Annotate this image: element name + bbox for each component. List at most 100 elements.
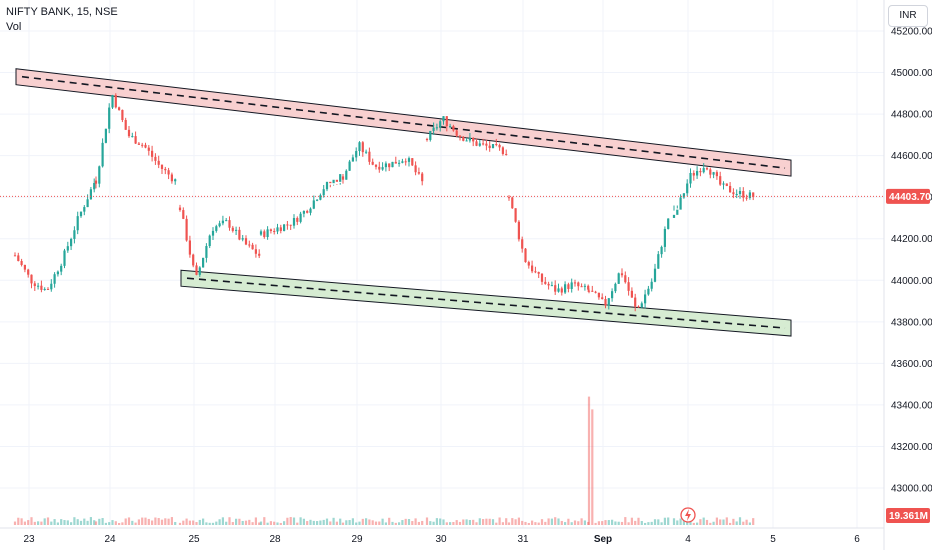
volume-bar [667, 517, 670, 525]
volume-bar [640, 521, 643, 525]
price-axis[interactable]: 45200.0045000.0044800.0044600.0044400.00… [891, 27, 932, 495]
volume-bar [79, 520, 83, 525]
volume-bar [583, 520, 586, 525]
candle-body [696, 171, 699, 176]
volume-bar [482, 519, 485, 525]
volume-bar [472, 519, 475, 525]
symbol-title[interactable]: NIFTY BANK, 15, NSE [6, 6, 118, 18]
volume-bar [465, 519, 468, 525]
candle-body [567, 284, 570, 289]
candle-body [17, 255, 20, 262]
volume-bar [121, 522, 124, 525]
volume-bar [650, 521, 653, 525]
candle-body [672, 214, 676, 218]
candle-body [46, 288, 50, 290]
candle-body [587, 285, 590, 290]
volume-bar [587, 396, 591, 525]
volume-bar [425, 517, 429, 525]
volume-bar [712, 521, 715, 525]
candle-body [667, 218, 670, 229]
candle-body [332, 179, 335, 184]
candle-body [752, 192, 755, 198]
candle-body [37, 285, 40, 287]
volume-bar [732, 518, 735, 525]
candle-body [114, 95, 117, 108]
candle-body [401, 161, 404, 163]
candle-body [417, 172, 420, 174]
volume-bar [475, 522, 478, 525]
support-channel[interactable] [180, 269, 792, 337]
volume-bar [729, 522, 732, 525]
candle-body [70, 238, 73, 247]
volume-bar [488, 518, 491, 525]
candle-body [657, 254, 660, 269]
candle-body [507, 197, 511, 199]
volume-bar [283, 521, 286, 525]
price-tick-label: 44200.00 [891, 234, 932, 245]
candle-body [663, 228, 666, 247]
candle-body [544, 281, 547, 284]
candle-body [86, 199, 89, 208]
candle-body [637, 306, 640, 308]
candle-body [725, 183, 728, 186]
candle-body [537, 272, 540, 274]
volume-bar [449, 522, 452, 525]
candle-body [745, 197, 748, 199]
candle-body [498, 144, 501, 148]
volume-legend[interactable]: Vol [6, 21, 22, 33]
volume-bar [407, 519, 411, 525]
volume-bar [547, 518, 550, 525]
candle-body [170, 174, 173, 182]
candle-body [534, 271, 537, 273]
volume-bar [495, 522, 498, 525]
candle-body [527, 262, 530, 266]
volume-bar [108, 522, 111, 525]
candle-body [607, 298, 610, 306]
candle-body [644, 294, 647, 304]
volume-bar [534, 522, 537, 525]
volume-bar [663, 517, 666, 525]
volume-bar [381, 518, 384, 525]
volume-bar [251, 522, 254, 525]
volume-bar [365, 518, 368, 525]
candle-body [482, 143, 485, 145]
candle-body [127, 129, 131, 137]
volume-bar [111, 520, 114, 525]
candle-body [279, 227, 282, 231]
candle-body [174, 179, 177, 182]
candle-body [93, 183, 96, 190]
trend-channels[interactable] [15, 68, 792, 337]
volume-bar [235, 518, 238, 525]
currency-selector[interactable]: INR [888, 5, 928, 27]
volume-bar [345, 520, 348, 525]
resistance-channel[interactable] [15, 68, 792, 177]
volume-bar [738, 517, 742, 525]
candle-body [276, 227, 279, 232]
volume-bar [89, 517, 92, 525]
last-price-badge: 44403.70 [886, 188, 931, 204]
candle-body [686, 183, 689, 194]
candle-body [50, 283, 53, 290]
candle-body [729, 185, 732, 193]
candle-body [167, 170, 170, 175]
volume-bar [312, 520, 315, 525]
volume-bar [550, 518, 553, 525]
candle-body [715, 172, 718, 177]
volume-bar [627, 522, 630, 525]
time-axis[interactable]: 23 24 25 28 29 30 31 Sep 4 5 6 [23, 534, 860, 545]
candlesticks [13, 93, 755, 312]
candle-body [478, 143, 481, 146]
candle-body [104, 128, 107, 143]
candle-body [501, 147, 504, 154]
volume-bar [540, 519, 544, 525]
volume-bar [30, 517, 33, 525]
volume-bar [468, 519, 471, 525]
alert-icon[interactable] [680, 507, 696, 523]
candle-body [624, 275, 627, 283]
candle-body [449, 126, 452, 128]
candle-body [432, 127, 435, 131]
candle-body [339, 174, 342, 182]
candle-body [266, 229, 269, 238]
candle-body [547, 283, 550, 286]
